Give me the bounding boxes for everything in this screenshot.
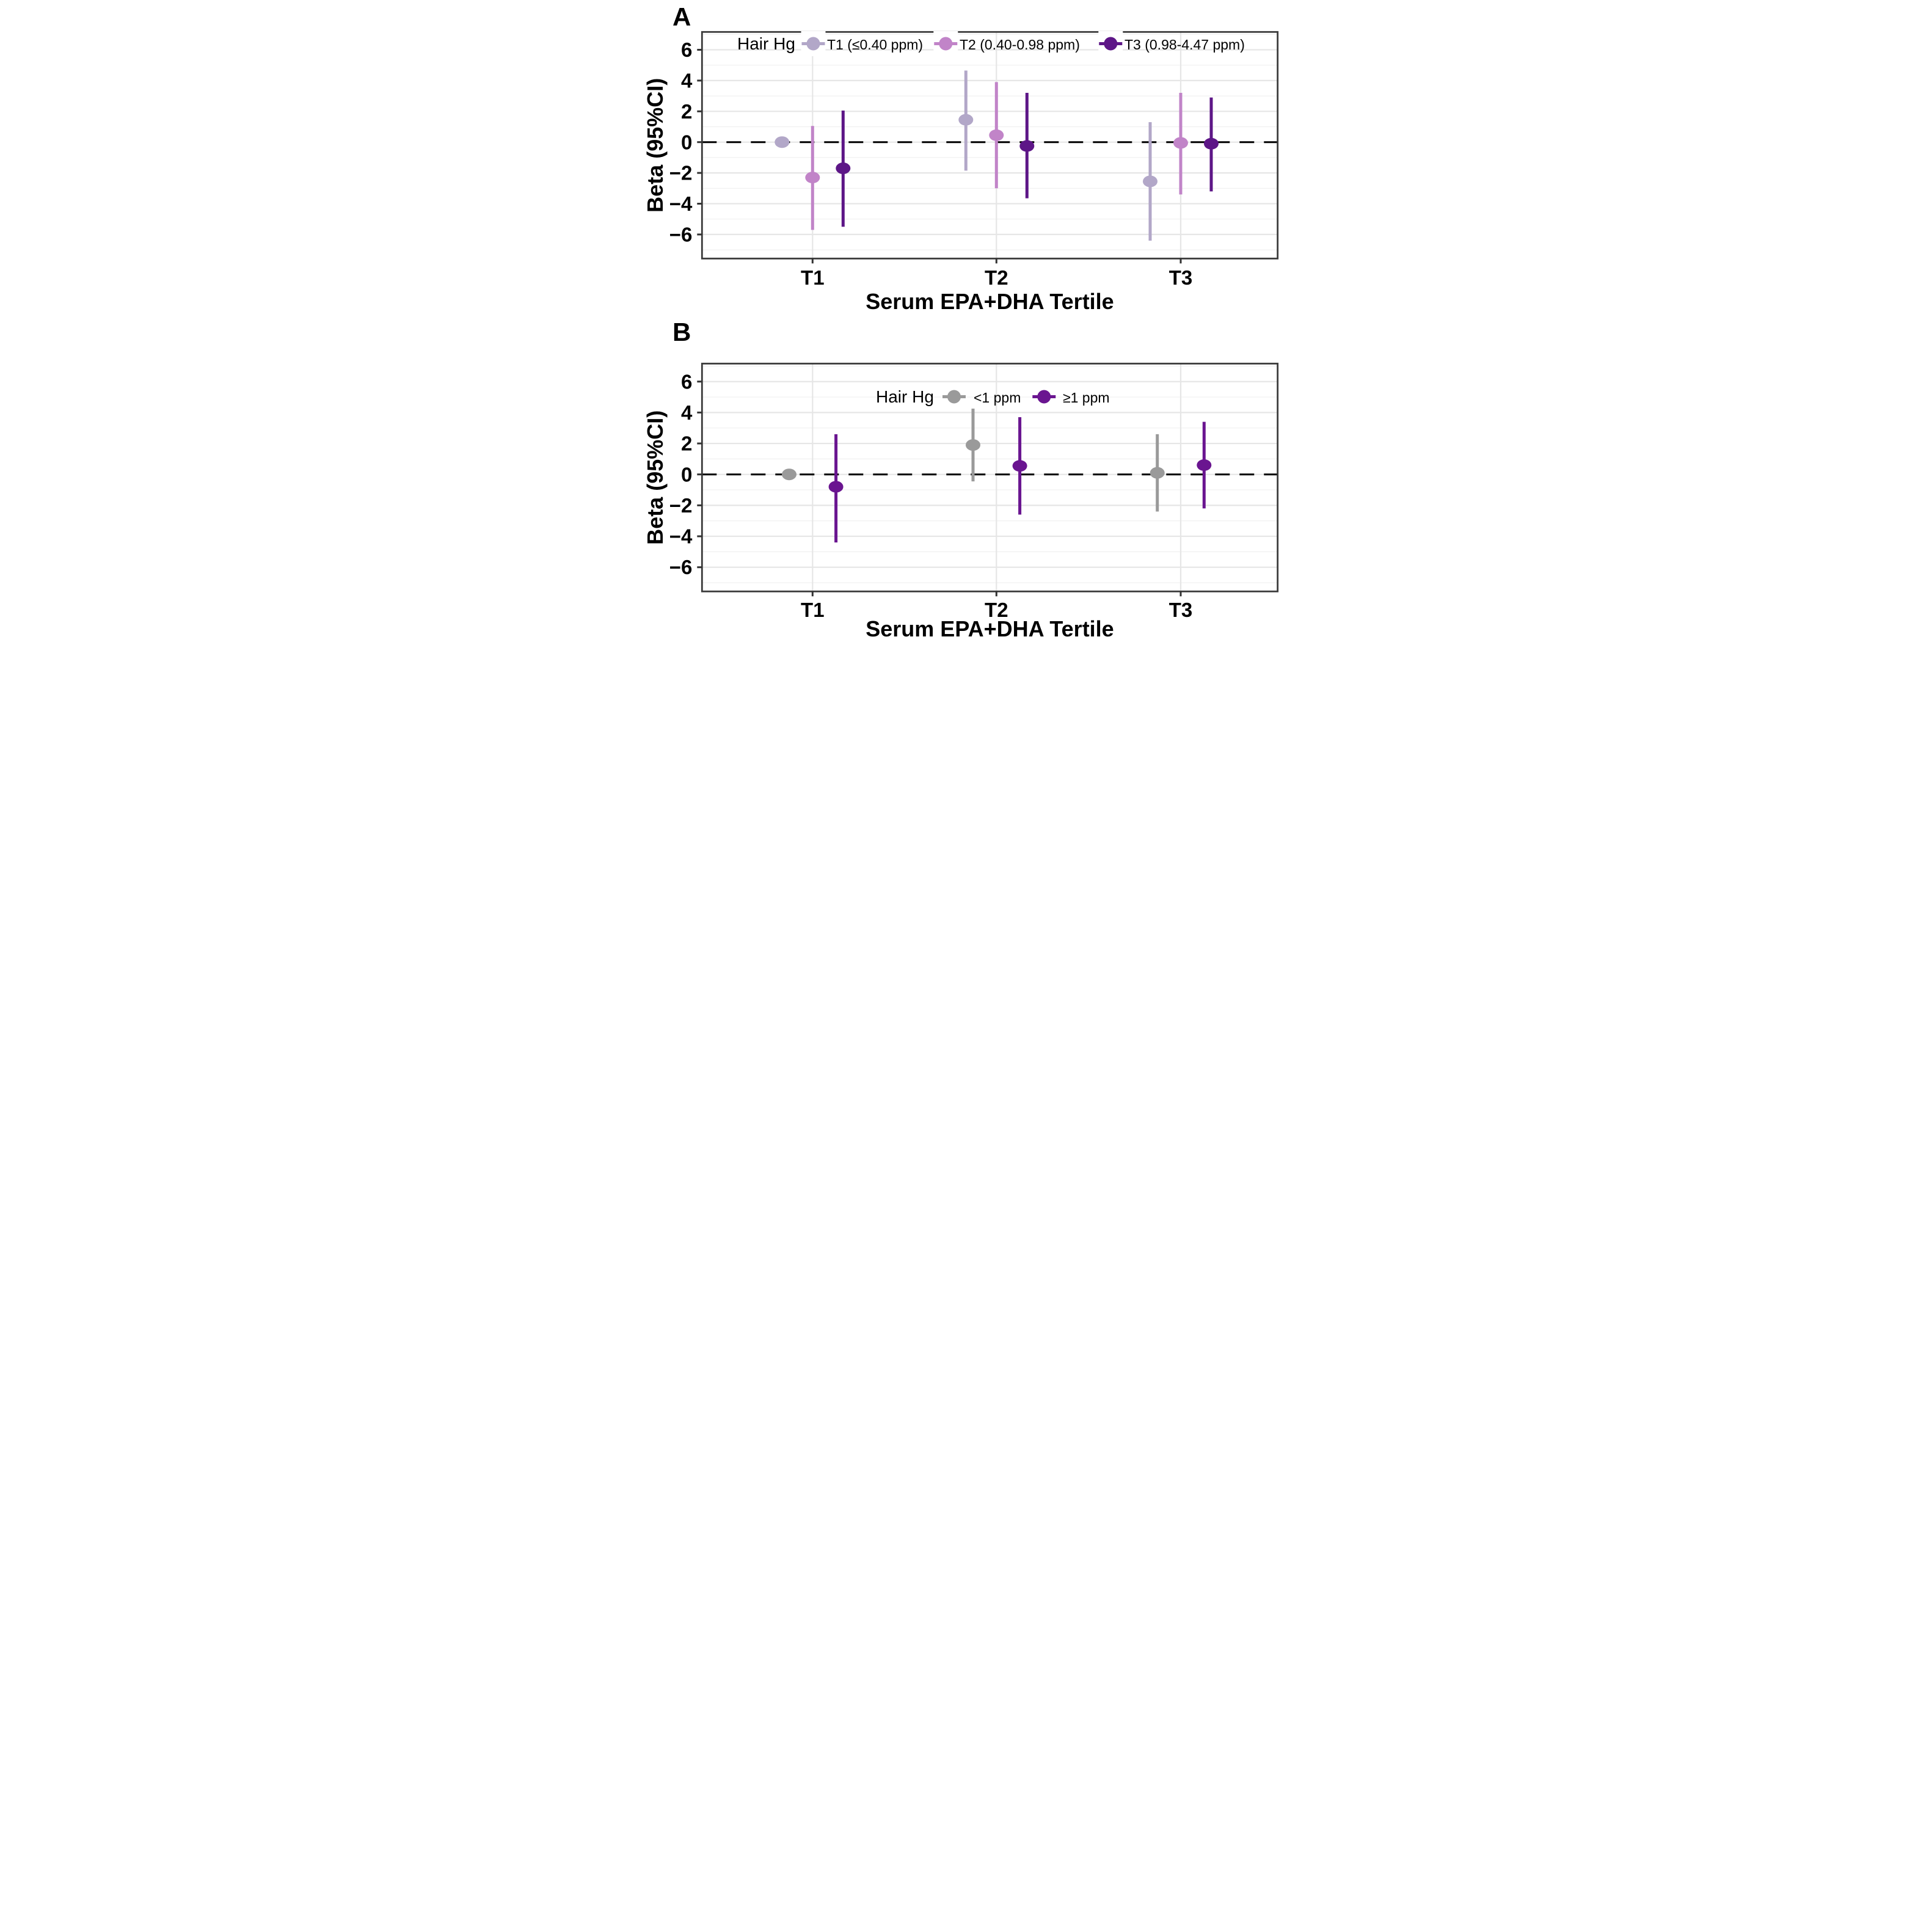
data-point bbox=[1012, 460, 1027, 472]
y-tick-label: −6 bbox=[669, 223, 692, 246]
x-axis-title: Serum EPA+DHA Tertile bbox=[866, 616, 1114, 638]
y-tick-label: −4 bbox=[669, 192, 692, 215]
data-point bbox=[1019, 140, 1034, 152]
panel-background bbox=[701, 32, 1278, 259]
y-tick-label: 6 bbox=[680, 38, 691, 61]
series-2 bbox=[828, 417, 1211, 543]
panel-border bbox=[701, 31, 1278, 260]
x-tick-label: T2 bbox=[985, 599, 1008, 621]
y-axis-title: Beta (95%CI) bbox=[644, 410, 668, 545]
legend-title: Hair Hg bbox=[876, 387, 934, 406]
legend-key-dot bbox=[1103, 37, 1117, 51]
y-tick-label: 2 bbox=[680, 432, 691, 455]
data-point bbox=[1142, 175, 1157, 188]
x-tick-label: T1 bbox=[801, 599, 825, 621]
data-point bbox=[781, 468, 796, 481]
data-point bbox=[1173, 137, 1188, 149]
panel-b: 6 4 2 0 −2 −4 −6 T1 T2 T3 Serum EPA+DHA Tertile Bet… bbox=[643, 318, 1278, 641]
series-2 bbox=[804, 82, 1188, 230]
forest-plot-figure: 6 4 2 0 −2 −4 −6 T1 T2 T3 Serum EPA+DHA Tertile Bet… bbox=[643, 0, 1288, 641]
y-tick-label: 0 bbox=[680, 463, 691, 486]
legend-item-label: T3 (0.98-4.47 ppm) bbox=[1125, 37, 1245, 53]
legend: Hair Hg <1 ppm ≥1 ppm bbox=[876, 384, 1110, 409]
panel-border bbox=[701, 362, 1278, 592]
data-point bbox=[988, 129, 1004, 141]
y-tick-label: 6 bbox=[680, 370, 691, 393]
legend-key-dot bbox=[938, 37, 952, 51]
chart-canvas: 6 4 2 0 −2 −4 −6 T1 T2 T3 Serum EPA+DHA Tertile Bet… bbox=[643, 2, 1278, 641]
y-axis-title: Beta (95%CI) bbox=[644, 78, 668, 213]
series-3 bbox=[835, 93, 1219, 227]
series-1 bbox=[781, 409, 1165, 512]
legend-item-label: <1 ppm bbox=[974, 390, 1021, 406]
y-tick-label: 4 bbox=[680, 401, 692, 424]
data-point bbox=[804, 172, 820, 184]
panel-label: B bbox=[673, 318, 691, 346]
data-point bbox=[1150, 467, 1165, 479]
panel-a: 6 4 2 0 −2 −4 −6 T1 T2 T3 Serum EPA+DHA Tertile Bet… bbox=[643, 2, 1278, 314]
panel-background bbox=[701, 363, 1278, 592]
panel-label: A bbox=[673, 2, 691, 31]
legend-key-dot bbox=[806, 37, 820, 51]
data-point bbox=[1196, 459, 1211, 472]
y-tick-label: −2 bbox=[669, 162, 692, 184]
x-tick-label: T3 bbox=[1168, 599, 1192, 621]
data-point bbox=[835, 162, 850, 175]
y-tick-label: −6 bbox=[669, 556, 692, 578]
data-point bbox=[774, 136, 789, 148]
x-tick-label: T1 bbox=[801, 266, 825, 289]
legend-key-dot bbox=[947, 390, 961, 404]
y-tick-label: −2 bbox=[669, 494, 692, 517]
y-tick-label: 0 bbox=[680, 131, 691, 153]
legend: Hair Hg T1 (≤0.40 ppm) T2 (0.40-0.98 ppm) T… bbox=[737, 31, 1245, 56]
data-point bbox=[1203, 137, 1219, 150]
data-point bbox=[965, 439, 980, 451]
x-tick-label: T2 bbox=[985, 266, 1008, 289]
legend-item-label: T1 (≤0.40 ppm) bbox=[827, 37, 923, 53]
legend-key-dot bbox=[1037, 390, 1051, 404]
y-tick-label: 2 bbox=[680, 100, 691, 123]
x-tick-label: T3 bbox=[1168, 266, 1192, 289]
data-point bbox=[828, 481, 844, 493]
y-tick-label: −4 bbox=[669, 525, 692, 548]
legend-title: Hair Hg bbox=[737, 34, 795, 53]
legend-item-label: T2 (0.40-0.98 ppm) bbox=[960, 37, 1080, 53]
x-axis-title: Serum EPA+DHA Tertile bbox=[866, 289, 1114, 314]
series-1 bbox=[774, 70, 1157, 241]
data-point bbox=[958, 114, 973, 126]
y-tick-label: 4 bbox=[680, 69, 692, 92]
legend-item-label: ≥1 ppm bbox=[1063, 390, 1110, 406]
